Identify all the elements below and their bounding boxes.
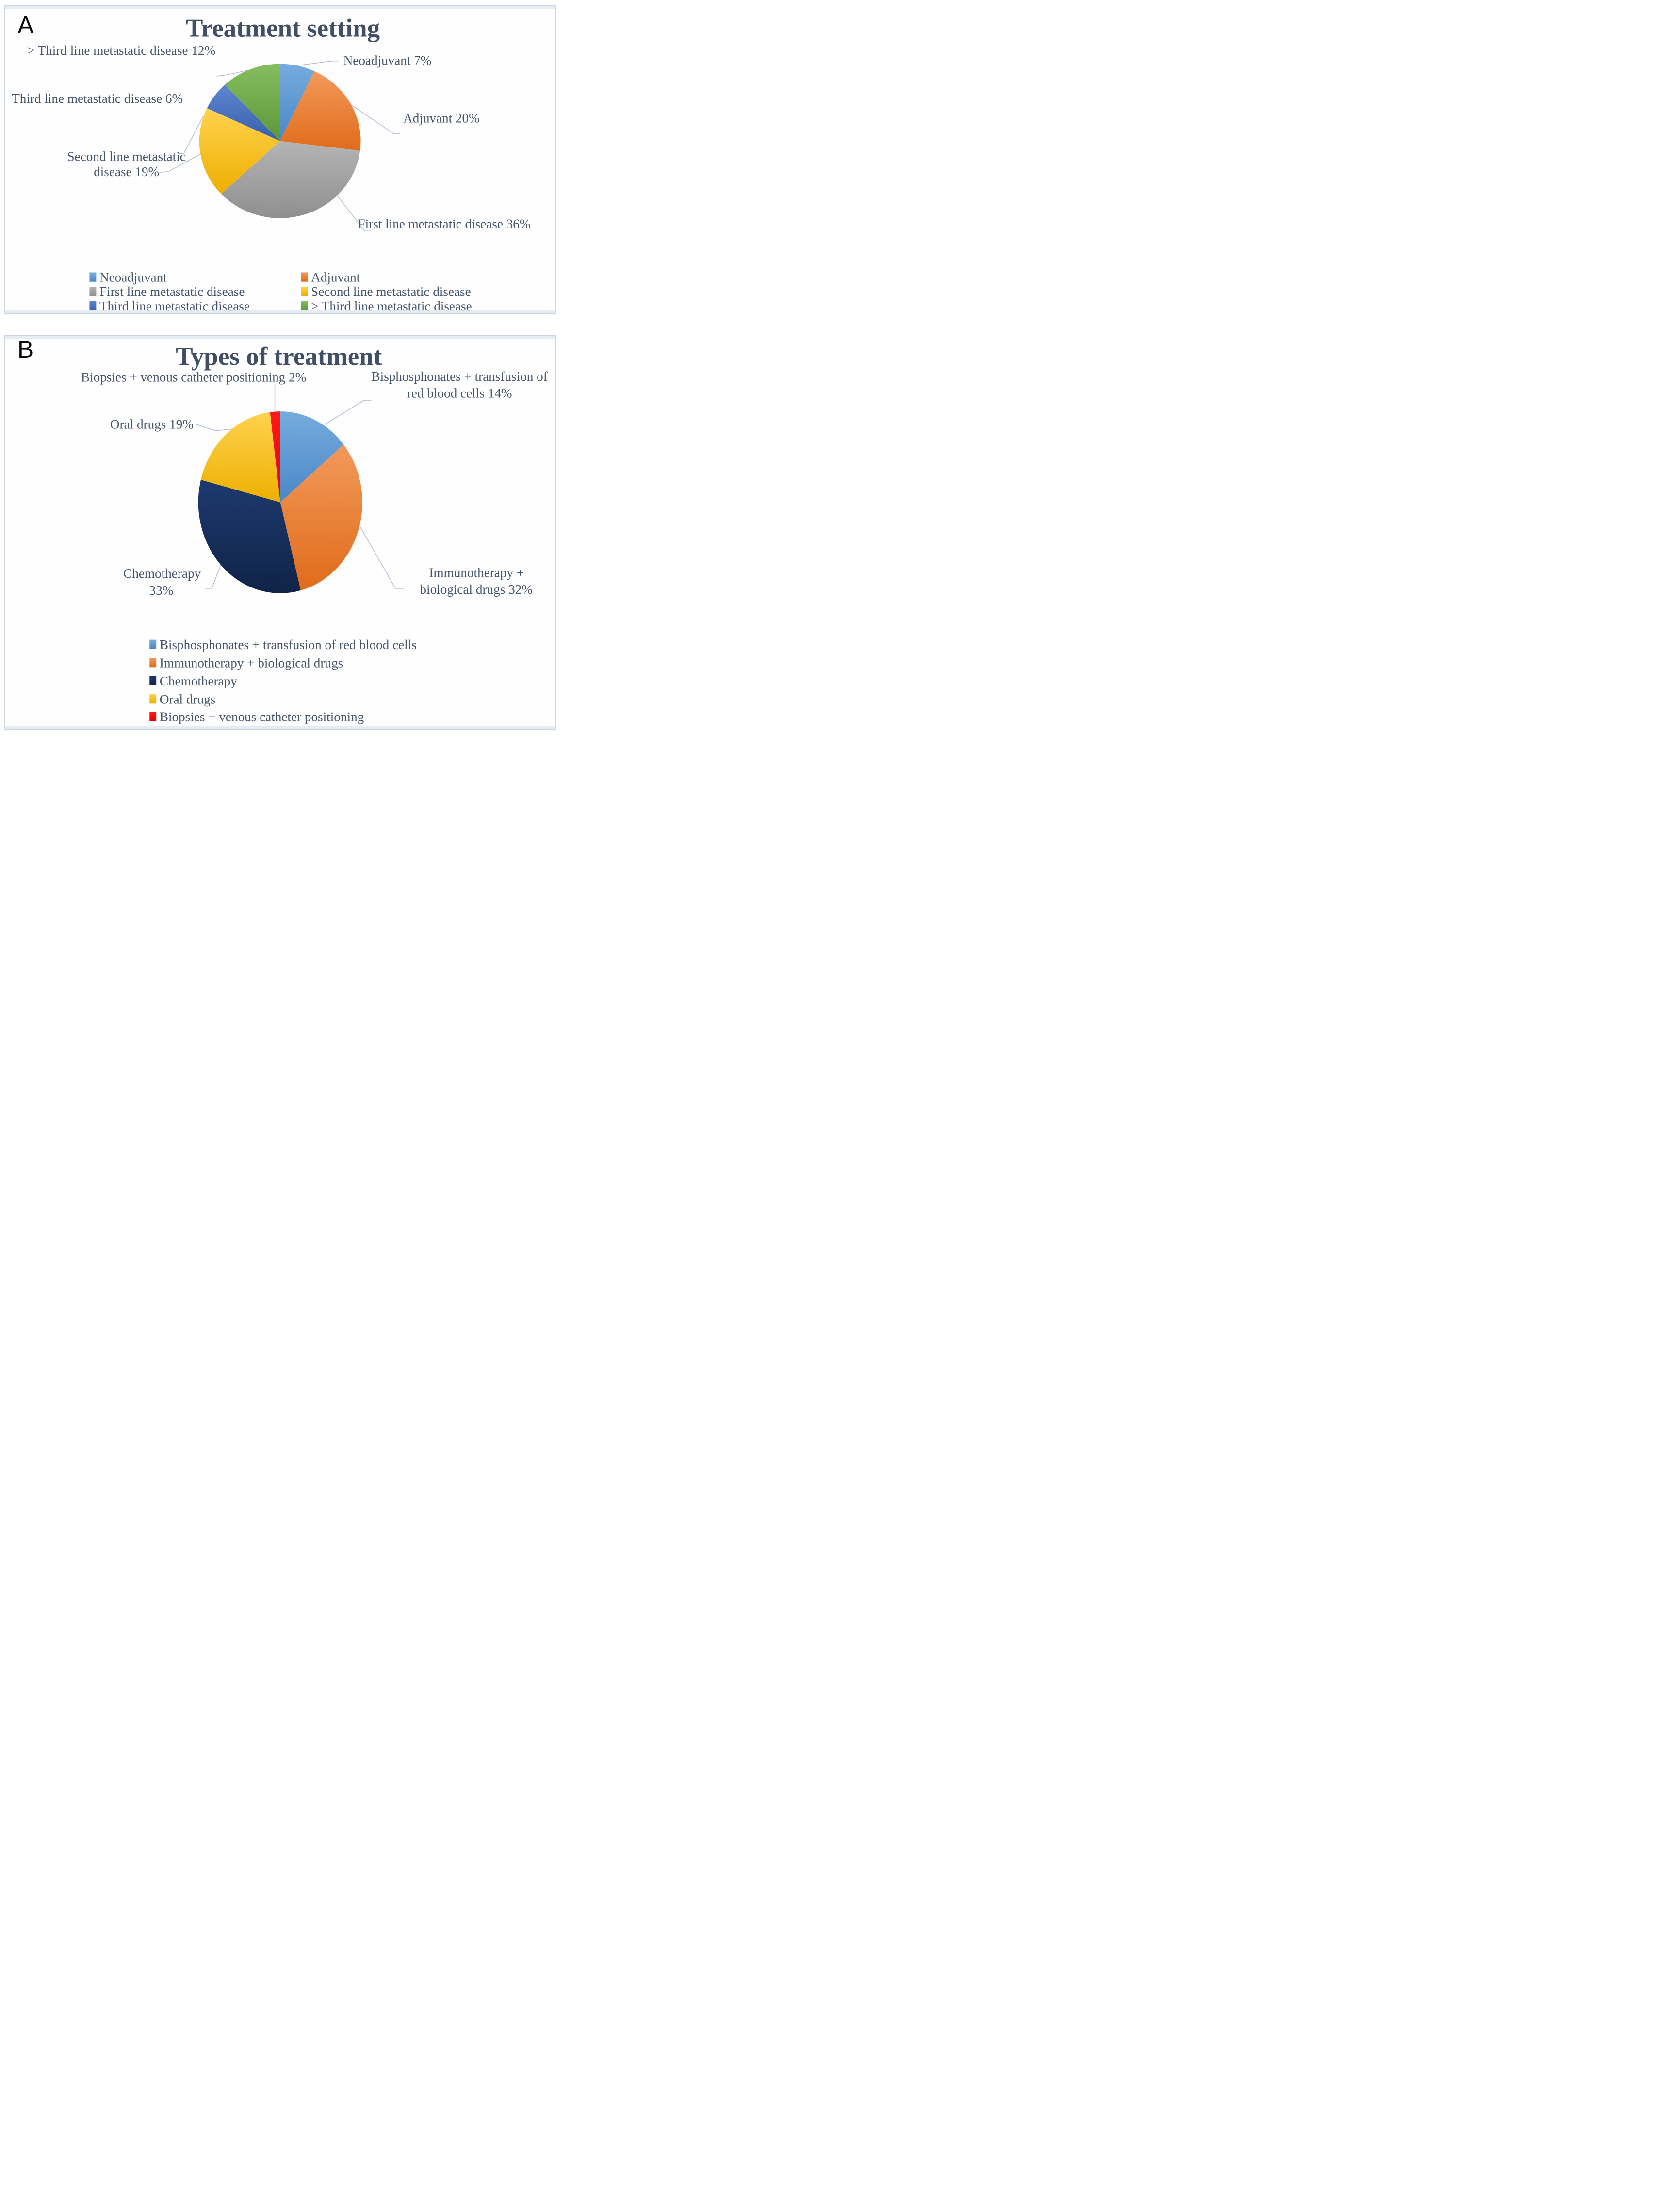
callout-second-line-metastatic-disease-line-1: Second line metastatic <box>67 149 186 163</box>
callout-chemotherapy-line-1: Chemotherapy <box>123 566 201 581</box>
callout-second-line-metastatic-disease-line-2: disease 19% <box>94 164 159 179</box>
panel-b-types-of-treatment: B Types of treatment Bisphosphonates + tra… <box>4 335 556 730</box>
legend-swatch-oral-drugs <box>149 694 157 704</box>
chart-title-types-of-treatment: Types of treatment <box>176 343 382 371</box>
pie-slice-biopsies-venous-catheter-positioning <box>270 411 280 503</box>
leader-line-first-line-metastatic-disease <box>337 195 372 232</box>
pie-slice-chemotherapy <box>198 479 301 593</box>
leader-line-second-line-metastatic-disease <box>160 153 201 173</box>
legend-label-adjuvant: Adjuvant <box>311 270 360 285</box>
callout-chemotherapy-line-2: 33% <box>149 583 174 598</box>
panel-a-treatment-setting: A Treatment setting Neoadjuvant 7% Adjuvant… <box>4 5 556 314</box>
legend-label-third-line-metastatic-disease: Third line metastatic disease <box>99 299 250 313</box>
legend-swatch-immunotherapy-biological-drugs <box>149 658 157 668</box>
pie-slice-oral-drugs <box>201 412 280 503</box>
legend-label-third-line-metastatic-disease: > Third line metastatic disease <box>311 299 472 313</box>
legend-label-second-line-metastatic-disease: Second line metastatic disease <box>311 284 471 299</box>
chart-title-treatment-setting: Treatment setting <box>186 14 380 42</box>
leader-line-neoadjuvant <box>297 60 340 66</box>
legend-swatch-third-line-metastatic-disease <box>301 301 308 311</box>
legend-swatch-biopsies-venous-catheter-positioning <box>149 712 157 721</box>
callout-third-line-metastatic-disease-line-1: > Third line metastatic disease 12% <box>27 43 215 58</box>
callout-immunotherapy-biological-drugs-line-1: Immunotherapy + <box>429 565 524 580</box>
legend-label-bisphosphonates-transfusion-of-red-blood-cells: Bisphosphonates + transfusion of red blo… <box>160 637 417 652</box>
callout-bisphosphonates-transfusion-of-red-blood-cells-line-1: Bisphosphonates + transfusion of <box>372 369 548 384</box>
leader-line-third-line-metastatic-disease <box>178 116 204 154</box>
callout-third-line-metastatic-disease-line-1: Third line metastatic disease 6% <box>12 91 183 106</box>
legend-swatch-first-line-metastatic-disease <box>89 286 97 296</box>
pie-slice-immunotherapy-biological-drugs <box>280 444 362 590</box>
legend-label-neoadjuvant: Neoadjuvant <box>99 270 167 285</box>
callout-neoadjuvant-line-1: Neoadjuvant 7% <box>343 53 432 68</box>
legend-label-immunotherapy-biological-drugs: Immunotherapy + biological drugs <box>160 655 343 670</box>
legend-swatch-chemotherapy <box>149 676 157 685</box>
callout-bisphosphonates-transfusion-of-red-blood-cells-line-2: red blood cells 14% <box>407 386 512 401</box>
callout-immunotherapy-biological-drugs-line-2: biological drugs 32% <box>420 582 532 597</box>
legend-swatch-third-line-metastatic-disease <box>89 301 97 311</box>
pie-slice-third-line-metastatic-disease <box>207 84 280 141</box>
pie-slice-third-line-metastatic-disease <box>225 64 280 141</box>
legend-swatch-adjuvant <box>301 272 308 282</box>
leader-line-immunotherapy-biological-drugs <box>359 525 404 589</box>
legend-label-chemotherapy: Chemotherapy <box>160 674 237 688</box>
legend-swatch-bisphosphonates-transfusion-of-red-blood-cells <box>149 639 157 649</box>
legend-label-biopsies-venous-catheter-positioning: Biopsies + venous catheter positioning <box>160 710 364 724</box>
leader-line-bisphosphonates-transfusion-of-red-blood-cells <box>325 400 372 425</box>
legend-swatch-neoadjuvant <box>89 272 97 282</box>
leader-line-oral-drugs <box>195 424 234 431</box>
legend-swatch-second-line-metastatic-disease <box>301 286 308 296</box>
leader-line-chemotherapy <box>205 565 221 589</box>
callout-first-line-metastatic-disease-line-1: First line metastatic disease 36% <box>358 217 531 231</box>
pie-slice-second-line-metastatic-disease <box>199 108 280 194</box>
leader-line-adjuvant <box>349 103 401 134</box>
pie-slice-neoadjuvant <box>280 64 314 141</box>
pie-slice-adjuvant <box>280 71 361 151</box>
pie-slice-first-line-metastatic-disease <box>221 141 360 218</box>
callout-oral-drugs-line-1: Oral drugs 19% <box>110 417 194 432</box>
panel-letter-a: A <box>17 12 34 39</box>
legend-label-oral-drugs: Oral drugs <box>160 692 215 706</box>
pie-slice-bisphosphonates-transfusion-of-red-blood-cells <box>280 411 344 503</box>
legend-label-first-line-metastatic-disease: First line metastatic disease <box>99 284 245 299</box>
callout-biopsies-venous-catheter-positioning-line-1: Biopsies + venous catheter positioning 2… <box>81 370 306 384</box>
callout-adjuvant-line-1: Adjuvant 20% <box>403 111 480 125</box>
leader-line-third-line-metastatic-disease <box>216 70 247 77</box>
panel-letter-b: B <box>17 336 33 363</box>
